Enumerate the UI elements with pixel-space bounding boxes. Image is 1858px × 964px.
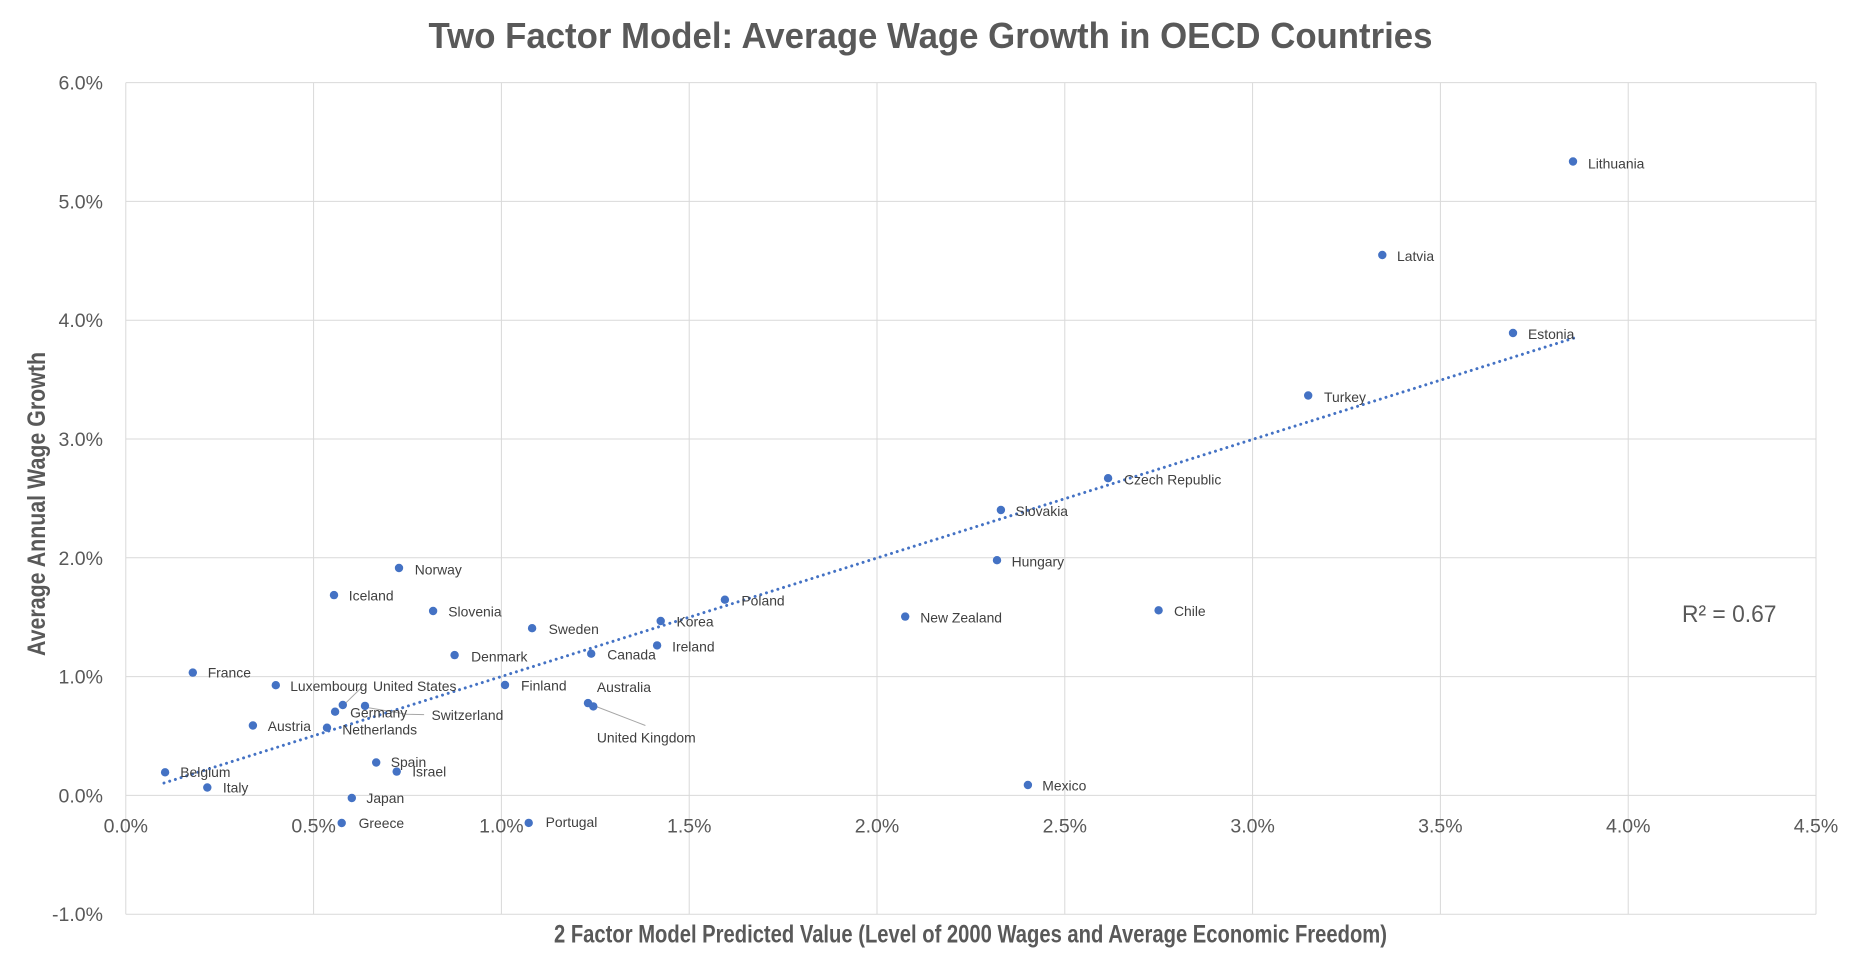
svg-text:Iceland: Iceland bbox=[349, 587, 394, 603]
svg-text:R² = 0.67: R² = 0.67 bbox=[1682, 601, 1777, 628]
svg-text:2.0%: 2.0% bbox=[59, 548, 103, 570]
svg-text:2.0%: 2.0% bbox=[855, 816, 899, 838]
svg-text:Portugal: Portugal bbox=[546, 814, 598, 830]
svg-text:1.0%: 1.0% bbox=[479, 816, 523, 838]
svg-text:Israel: Israel bbox=[412, 763, 446, 779]
svg-text:Australia: Australia bbox=[597, 679, 651, 695]
svg-text:Lithuania: Lithuania bbox=[1588, 155, 1645, 171]
svg-text:Germany: Germany bbox=[350, 705, 407, 721]
svg-text:6.0%: 6.0% bbox=[59, 73, 103, 95]
svg-text:Italy: Italy bbox=[223, 779, 249, 795]
svg-text:0.0%: 0.0% bbox=[59, 785, 103, 807]
svg-text:4.0%: 4.0% bbox=[59, 310, 103, 332]
svg-text:3.0%: 3.0% bbox=[1230, 816, 1274, 838]
svg-text:Norway: Norway bbox=[415, 561, 462, 577]
svg-text:Turkey: Turkey bbox=[1324, 389, 1366, 405]
svg-text:Japan: Japan bbox=[366, 790, 404, 806]
svg-text:4.5%: 4.5% bbox=[1794, 816, 1838, 838]
svg-text:4.0%: 4.0% bbox=[1606, 816, 1650, 838]
svg-text:Ireland: Ireland bbox=[672, 638, 714, 654]
svg-text:Poland: Poland bbox=[741, 593, 784, 609]
svg-text:-1.0%: -1.0% bbox=[52, 904, 103, 926]
svg-text:Switzerland: Switzerland bbox=[432, 707, 504, 723]
svg-text:1.0%: 1.0% bbox=[59, 667, 103, 689]
svg-text:Czech Republic: Czech Republic bbox=[1124, 471, 1221, 487]
svg-text:United States: United States bbox=[373, 678, 456, 694]
svg-text:Korea: Korea bbox=[677, 614, 714, 630]
svg-text:3.5%: 3.5% bbox=[1418, 816, 1462, 838]
svg-text:Chile: Chile bbox=[1174, 603, 1206, 619]
svg-text:Denmark: Denmark bbox=[471, 648, 527, 664]
svg-text:1.5%: 1.5% bbox=[667, 816, 711, 838]
svg-text:Finland: Finland bbox=[521, 677, 567, 693]
svg-text:Average Annual Wage Growth: Average Annual Wage Growth bbox=[23, 352, 51, 656]
svg-text:Greece: Greece bbox=[359, 815, 405, 831]
svg-text:Two Factor Model: Average Wage: Two Factor Model: Average Wage Growth in… bbox=[429, 15, 1433, 56]
svg-text:Spain: Spain bbox=[391, 754, 427, 770]
svg-text:Slovakia: Slovakia bbox=[1016, 503, 1069, 519]
svg-text:2 Factor Model Predicted Value: 2 Factor Model Predicted Value (Level of… bbox=[554, 921, 1387, 949]
svg-text:3.0%: 3.0% bbox=[59, 429, 103, 451]
svg-text:Hungary: Hungary bbox=[1012, 553, 1065, 569]
svg-text:New Zealand: New Zealand bbox=[920, 609, 1002, 625]
svg-text:0.5%: 0.5% bbox=[291, 816, 335, 838]
svg-text:Latvia: Latvia bbox=[1397, 248, 1434, 264]
svg-text:Belgium: Belgium bbox=[180, 764, 230, 780]
svg-text:5.0%: 5.0% bbox=[59, 191, 103, 213]
svg-text:France: France bbox=[208, 665, 252, 681]
svg-text:2.5%: 2.5% bbox=[1043, 816, 1087, 838]
svg-text:Austria: Austria bbox=[268, 718, 312, 734]
svg-text:Netherlands: Netherlands bbox=[342, 721, 417, 737]
svg-text:0.0%: 0.0% bbox=[104, 816, 148, 838]
svg-text:Mexico: Mexico bbox=[1042, 778, 1086, 794]
svg-text:Luxembourg: Luxembourg bbox=[290, 678, 367, 694]
svg-text:Estonia: Estonia bbox=[1528, 326, 1575, 342]
svg-text:Slovenia: Slovenia bbox=[448, 604, 502, 620]
svg-text:Sweden: Sweden bbox=[549, 621, 599, 637]
svg-text:United Kingdom: United Kingdom bbox=[597, 729, 696, 745]
svg-text:Canada: Canada bbox=[607, 647, 656, 663]
